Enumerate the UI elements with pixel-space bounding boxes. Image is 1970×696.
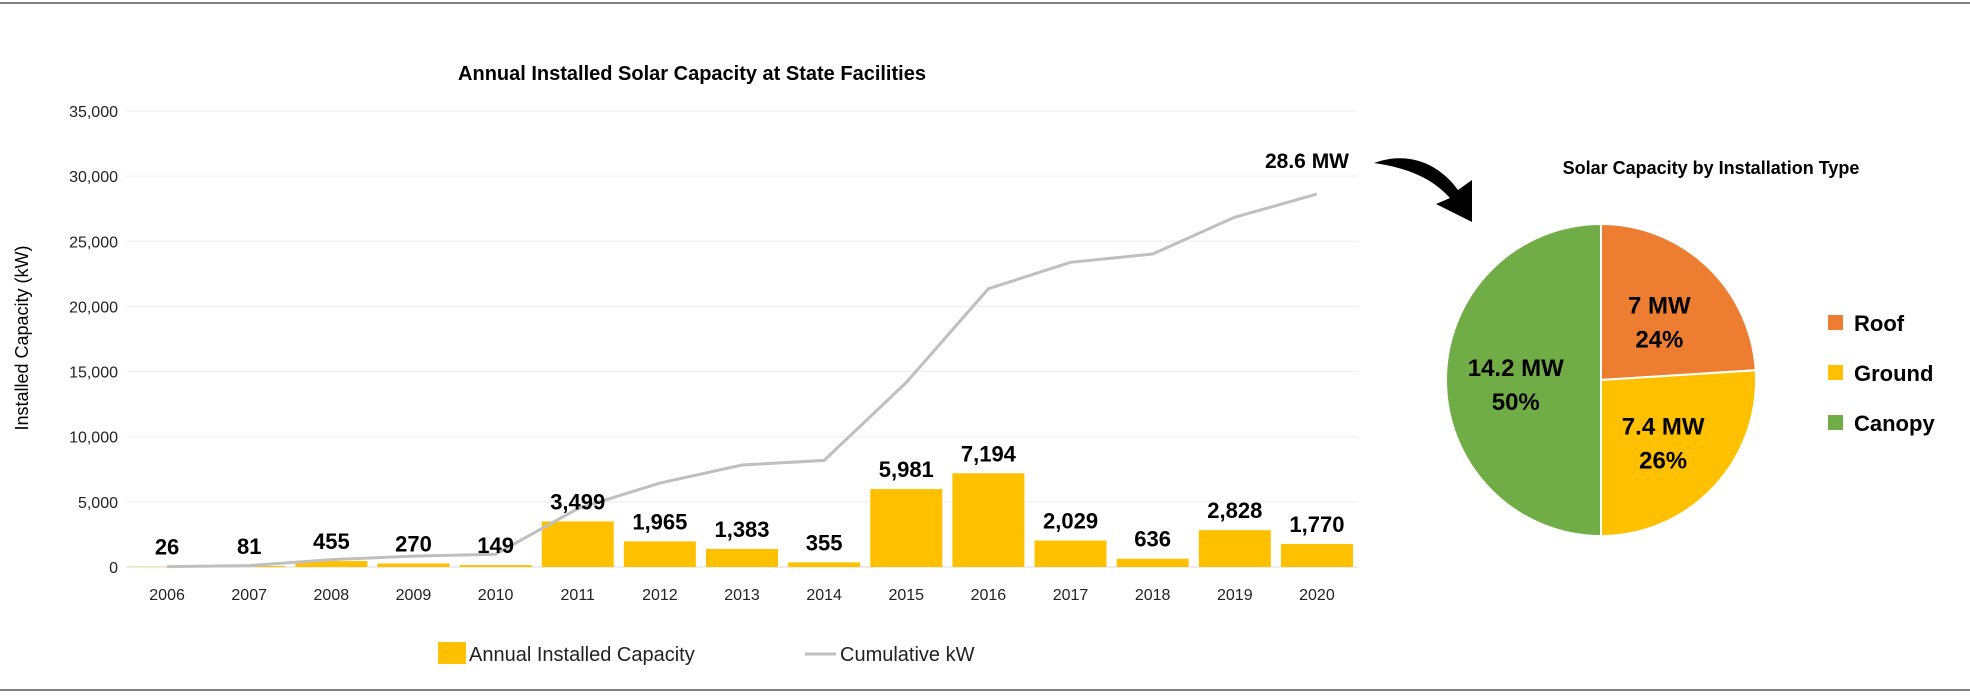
- y-tick-label: 15,000: [69, 365, 118, 382]
- x-tick-label: 2014: [806, 587, 842, 604]
- y-tick-label: 20,000: [69, 299, 118, 316]
- legend-label-canopy: Canopy: [1854, 411, 1935, 436]
- legend-label-ground: Ground: [1854, 361, 1933, 386]
- bar-2014: [788, 562, 860, 567]
- pie-percent-label: 26%: [1639, 448, 1687, 475]
- x-tick-label: 2013: [724, 587, 760, 604]
- y-tick-label: 35,000: [69, 104, 118, 121]
- x-tick-label: 2007: [231, 587, 267, 604]
- bar-legend: Annual Installed Capacity Cumulative kW: [438, 642, 975, 666]
- data-label-2008: 455: [313, 529, 350, 554]
- x-tick-label: 2006: [149, 587, 185, 604]
- y-axis-label: Installed Capacity (kW): [12, 245, 32, 430]
- bar-2017: [1035, 541, 1107, 567]
- data-label-2012: 1,965: [632, 509, 687, 534]
- legend-swatch-roof: [1828, 315, 1843, 330]
- x-tick-label: 2010: [478, 587, 514, 604]
- pie-value-label: 14.2 MW: [1468, 355, 1564, 382]
- bar-2016: [952, 473, 1024, 567]
- data-label-2016: 7,194: [961, 441, 1017, 466]
- data-label-2011: 3,499: [550, 489, 605, 514]
- data-label-2013: 1,383: [714, 517, 769, 542]
- x-tick-label: 2019: [1217, 587, 1253, 604]
- data-label-2019: 2,828: [1207, 498, 1262, 523]
- y-tick-label: 30,000: [69, 169, 118, 186]
- data-label-2006: 26: [155, 535, 179, 560]
- data-label-2020: 1,770: [1289, 512, 1344, 537]
- y-tick-label: 10,000: [69, 430, 118, 447]
- x-tick-label: 2008: [314, 587, 350, 604]
- x-tick-label: 2017: [1053, 587, 1089, 604]
- x-tick-label: 2012: [642, 587, 678, 604]
- y-tick-label: 5,000: [78, 495, 118, 512]
- pie-value-label: 7 MW: [1628, 292, 1691, 319]
- x-tick-label: 2011: [561, 587, 596, 604]
- data-label-2015: 5,981: [879, 457, 934, 482]
- cumulative-annotation: 28.6 MW: [1265, 150, 1349, 173]
- pie-percent-label: 50%: [1492, 389, 1540, 416]
- pie-value-label: 7.4 MW: [1622, 414, 1705, 441]
- data-label-2009: 270: [395, 531, 432, 556]
- bar-2015: [870, 489, 942, 567]
- bar-2019: [1199, 530, 1271, 567]
- bar-2013: [706, 549, 778, 567]
- bar-2010: [460, 565, 532, 567]
- cumulative-line: [167, 194, 1317, 567]
- legend-label-roof: Roof: [1854, 311, 1905, 336]
- legend-swatch-ground: [1828, 365, 1843, 380]
- legend-label-cumulative: Cumulative kW: [840, 644, 975, 666]
- data-label-2017: 2,029: [1043, 509, 1098, 534]
- bar-2012: [624, 541, 696, 567]
- legend-label-annual: Annual Installed Capacity: [469, 644, 695, 666]
- y-tick-label: 25,000: [69, 234, 118, 251]
- bar-2009: [377, 563, 449, 567]
- legend-swatch-annual: [438, 642, 466, 664]
- bar-chart-title: Annual Installed Solar Capacity at State…: [458, 63, 926, 85]
- arrow-icon: [1374, 158, 1472, 222]
- pie-percent-label: 24%: [1635, 326, 1683, 353]
- bar-2020: [1281, 544, 1353, 567]
- pie-chart-title: Solar Capacity by Installation Type: [1563, 158, 1860, 178]
- bar-2011: [542, 521, 614, 567]
- x-tick-label: 2009: [396, 587, 432, 604]
- bar-2018: [1117, 559, 1189, 567]
- x-tick-label: 2016: [971, 587, 1007, 604]
- data-label-2018: 636: [1134, 527, 1171, 552]
- x-tick-label: 2020: [1299, 587, 1335, 604]
- y-tick-label: 0: [109, 560, 118, 577]
- legend-swatch-canopy: [1828, 415, 1843, 430]
- data-label-2007: 81: [237, 534, 261, 559]
- data-label-2014: 355: [806, 530, 843, 555]
- data-label-2010: 149: [477, 533, 514, 558]
- x-tick-label: 2015: [888, 587, 924, 604]
- x-tick-label: 2018: [1135, 587, 1171, 604]
